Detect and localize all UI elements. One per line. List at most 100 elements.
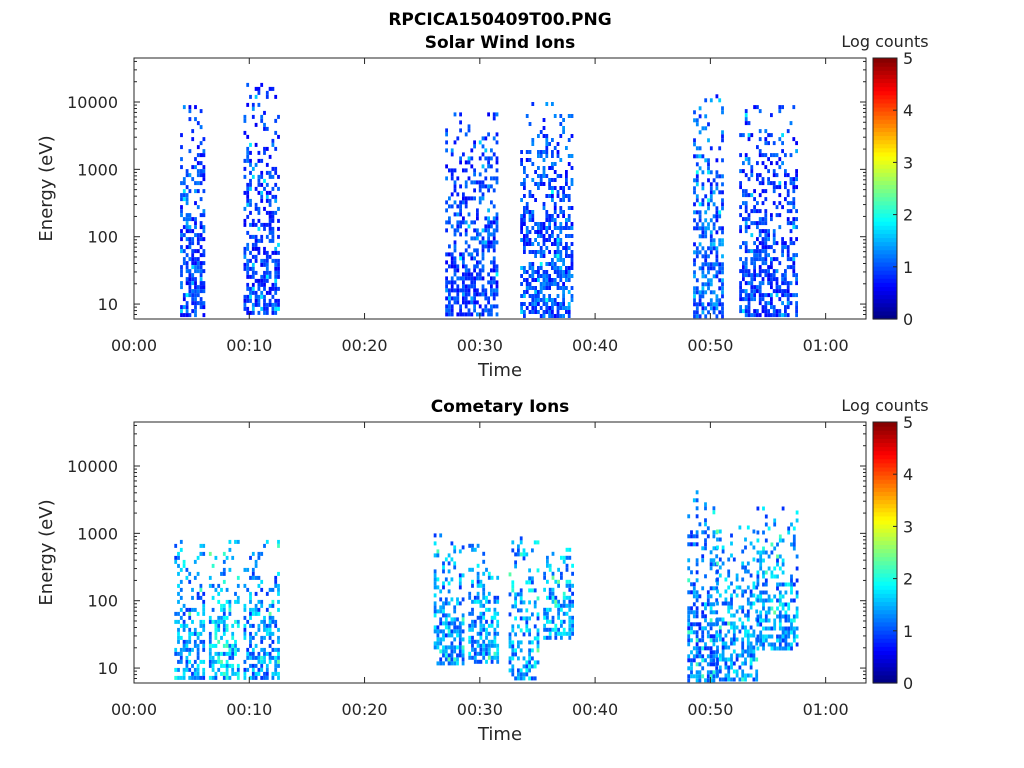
data-cell [545, 246, 549, 250]
data-cell [450, 653, 454, 658]
data-cell [706, 674, 710, 679]
data-cell [553, 254, 557, 258]
data-cell [551, 138, 554, 142]
data-cell [709, 622, 713, 627]
data-cell [490, 575, 494, 580]
data-cell [277, 270, 280, 275]
data-cell [493, 635, 497, 640]
data-cell [268, 635, 272, 640]
data-cell [263, 122, 266, 127]
data-cell [712, 238, 716, 243]
x-tick-label: 00:10 [226, 700, 272, 719]
x-tick-label: 00:20 [341, 700, 387, 719]
data-cell [464, 248, 468, 253]
data-cell [453, 629, 457, 634]
data-cell [546, 615, 549, 620]
data-cell [759, 562, 763, 567]
colorbar-segment [873, 143, 897, 149]
data-cell [257, 555, 261, 560]
data-cell [742, 201, 745, 206]
data-cell [542, 310, 546, 314]
colorbar-segment [873, 576, 897, 582]
data-cell [567, 274, 571, 278]
data-cell [214, 619, 218, 624]
data-cell [537, 274, 540, 278]
data-cell [220, 659, 223, 664]
data-cell [741, 561, 745, 566]
data-cell [704, 678, 707, 683]
data-cell [738, 605, 742, 610]
data-cell [744, 629, 747, 634]
data-cell [482, 583, 486, 588]
data-cell [274, 655, 278, 660]
data-cell [786, 189, 790, 194]
data-cell [531, 266, 535, 270]
data-cell [458, 653, 462, 658]
data-cell [199, 233, 203, 238]
data-cell [706, 630, 710, 635]
data-cell [525, 278, 529, 282]
data-cell [439, 621, 443, 626]
data-cell [464, 264, 468, 269]
y-tick-label: 10 [98, 295, 118, 314]
data-cell [781, 133, 784, 138]
data-cell [531, 640, 534, 645]
data-cell [231, 631, 235, 636]
data-cell [445, 164, 448, 169]
data-cell [445, 268, 448, 273]
data-cell [749, 657, 753, 662]
data-cell [254, 206, 258, 211]
data-cell [567, 314, 571, 318]
data-cell [514, 560, 517, 565]
data-cell [481, 180, 485, 185]
data-cell [528, 218, 532, 222]
data-cell [180, 193, 183, 198]
data-cell [792, 546, 796, 551]
data-cell [701, 266, 705, 271]
data-cell [450, 224, 454, 229]
data-cell [770, 113, 773, 118]
data-cell [701, 306, 705, 311]
data-cell [249, 290, 252, 295]
data-cell [761, 281, 765, 286]
data-cell [260, 190, 264, 195]
data-cell [721, 190, 724, 195]
data-cell [776, 542, 779, 547]
data-cell [473, 168, 476, 173]
data-cell [191, 137, 195, 142]
data-cell [470, 272, 474, 277]
data-cell [709, 618, 713, 623]
data-cell [709, 650, 713, 655]
data-cell [792, 217, 796, 222]
data-cell [753, 273, 756, 278]
data-cell [185, 237, 189, 242]
data-cell [559, 286, 563, 290]
data-cell [180, 249, 183, 254]
data-cell [196, 655, 200, 660]
data-cell [263, 306, 266, 311]
data-cell [528, 640, 531, 645]
data-cell [246, 214, 250, 219]
data-cell [744, 229, 748, 234]
data-cell [476, 659, 480, 664]
data-cell [764, 229, 768, 234]
data-cell [744, 289, 748, 294]
data-cell [479, 643, 483, 648]
data-cell [567, 186, 571, 190]
data-cell [180, 265, 183, 270]
data-cell [188, 257, 192, 262]
data-cell [450, 617, 454, 622]
data-cell [453, 200, 457, 205]
data-cell [202, 305, 206, 310]
data-cell [263, 186, 266, 191]
data-cell [268, 603, 272, 608]
data-cell [759, 614, 763, 619]
data-cell [567, 234, 571, 238]
data-cell [525, 158, 529, 162]
data-cell [695, 558, 699, 563]
data-cell [687, 542, 691, 547]
data-cell [456, 300, 460, 305]
data-cell [257, 174, 261, 179]
colorbar-segment [873, 515, 897, 521]
data-cell [265, 270, 269, 275]
